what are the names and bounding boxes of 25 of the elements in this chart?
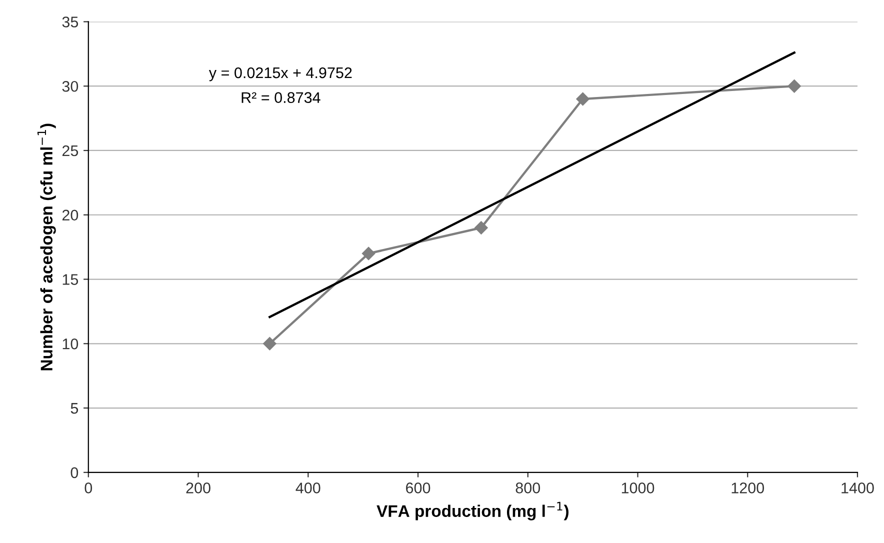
y-axis-title: Number of acedogen (cfu ml$^{−1}$) [37,124,56,370]
y-tick-label: 10 [62,338,78,350]
point [263,337,276,350]
y-tick-label: 25 [62,145,78,156]
point [362,246,376,260]
x-tick-label: 1000 [622,482,654,494]
y-tick-label: 35 [62,16,78,28]
x-axis-title: VFA production (mg l$^{−1}$) [376,502,568,520]
point [788,80,801,93]
x-tick-label: 200 [186,482,210,494]
y-tick-label: 0 [70,467,78,478]
y-tick-label: 5 [70,403,78,414]
x-tick-label: 600 [406,482,430,494]
x-tick-label: 1200 [732,482,764,494]
y-tick-label: 15 [62,274,78,285]
annotation: R² = 0.8734 [242,92,320,103]
x-tick-label: 0 [84,482,92,494]
y-tick-label: 20 [62,210,78,221]
x-tick-label: 1400 [842,482,874,494]
x-tick-label: 800 [516,482,540,494]
x-tick-label: 400 [296,482,320,494]
annotation: y = 0.0215x + 4.9752 [208,67,352,82]
point [576,92,590,106]
point [474,221,488,234]
y-tick-label: 30 [62,80,78,92]
